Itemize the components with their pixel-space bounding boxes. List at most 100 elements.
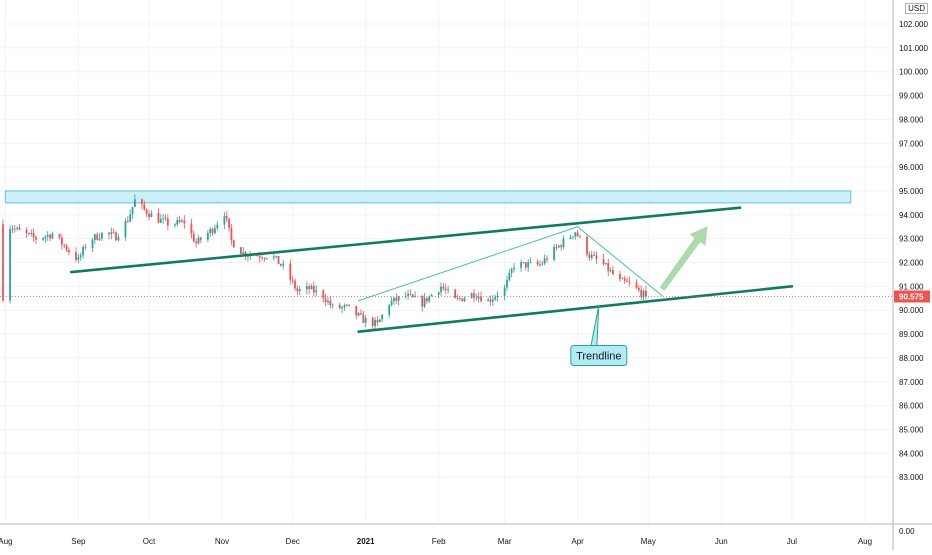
price-tick-label: 88.000	[899, 354, 924, 363]
candle-body	[232, 240, 235, 248]
candle-body	[442, 286, 445, 289]
candle-body	[503, 287, 506, 296]
currency-label[interactable]: USD	[905, 3, 928, 14]
candlesticks	[2, 194, 647, 330]
price-tick-label: 89.000	[899, 330, 924, 339]
candle-body	[508, 272, 511, 281]
trendline-annotation[interactable]: Trendline	[570, 305, 628, 367]
candle-body	[557, 245, 560, 248]
candle-body	[602, 259, 605, 265]
candle-body	[96, 234, 99, 240]
candle-body	[487, 299, 490, 302]
candle-body	[279, 264, 282, 266]
candle-body	[108, 232, 110, 235]
candle-body	[494, 297, 497, 300]
price-tick-label: 102.000	[899, 20, 928, 29]
candle-body	[305, 286, 308, 290]
candle-body	[423, 297, 426, 307]
candle-body	[428, 296, 431, 302]
candle-body	[541, 263, 544, 265]
candle-body	[68, 249, 70, 252]
candle-body	[586, 236, 588, 255]
candle-body	[312, 285, 315, 293]
candle-body	[77, 257, 80, 260]
price-axis[interactable]: 102.000 101.000 100.000 99.000 98.000 97.000 9…	[892, 0, 930, 550]
candle-body	[543, 258, 546, 264]
candle-body	[357, 313, 360, 316]
candle-body	[480, 296, 482, 302]
price-tick-label: 84.000	[899, 449, 924, 458]
candle-body	[374, 319, 376, 327]
candle-body	[181, 220, 183, 222]
candle-body	[190, 223, 193, 234]
price-tick-label: 98.000	[899, 115, 924, 124]
candle-body	[28, 233, 30, 234]
candle-body	[239, 247, 242, 254]
candle-body	[579, 236, 581, 238]
candle-body	[35, 236, 37, 240]
price-tick-label: 91.000	[899, 282, 924, 291]
candle-body	[263, 258, 266, 260]
candle-body	[393, 297, 395, 301]
candle-body	[308, 286, 311, 290]
candle-body	[261, 257, 263, 259]
time-tick-label: Jul	[787, 537, 797, 546]
candle-body	[414, 296, 417, 298]
candle-body	[362, 314, 365, 323]
candle-body	[13, 228, 16, 230]
candle-body	[178, 219, 181, 222]
time-tick-label: Dec	[286, 537, 300, 546]
candle-body	[209, 229, 212, 234]
candle-body	[640, 290, 643, 297]
candle-body	[223, 215, 226, 225]
resistance-zone	[4, 190, 852, 204]
candle-body	[32, 233, 35, 237]
candle-body	[129, 214, 132, 222]
candle-body	[112, 232, 115, 234]
candle-body	[371, 317, 374, 327]
candle-body	[327, 300, 329, 303]
candle-body	[174, 224, 176, 226]
annotation-box	[570, 345, 628, 367]
candle-body	[124, 220, 127, 238]
wedge-descending-line	[577, 226, 663, 297]
candle-body	[619, 274, 621, 279]
candle-body	[378, 319, 381, 323]
candle-body	[590, 254, 593, 258]
last-price-label: 90.575	[899, 292, 924, 301]
candle-body	[426, 297, 428, 302]
candle-body	[456, 297, 459, 299]
time-tick-label: Oct	[143, 537, 156, 546]
candle-body	[604, 263, 607, 265]
candle-body	[329, 300, 332, 306]
candle-body	[214, 228, 216, 234]
time-tick-label: Nov	[215, 537, 229, 546]
candle-body	[470, 293, 473, 299]
time-axis[interactable]: Aug Sep Oct Nov Dec 2021 Feb Mar Apr May Jun Jul Aug…	[0, 523, 932, 546]
candle-body	[341, 307, 344, 309]
candle-body	[477, 296, 480, 299]
candle-body	[16, 227, 19, 229]
time-tick-label: Sep	[71, 537, 86, 546]
candle-body	[310, 285, 313, 290]
candle-body	[612, 270, 614, 275]
candle-body	[338, 304, 341, 309]
annotation-pointer	[590, 305, 600, 348]
candle-body	[30, 233, 33, 234]
candle-body	[562, 238, 565, 248]
time-tick-label: Jun	[715, 537, 728, 546]
candle-body	[381, 314, 384, 320]
candle-body	[133, 199, 136, 207]
price-tick-label: 83.000	[899, 473, 924, 482]
candle-body	[242, 252, 245, 254]
candle-body	[148, 213, 150, 217]
candle-body	[593, 254, 596, 256]
grid	[0, 0, 893, 524]
candle-body	[458, 297, 461, 299]
candle-body	[407, 293, 409, 296]
candle-body	[388, 305, 391, 315]
candle-body	[63, 244, 66, 246]
candle-body	[289, 263, 292, 280]
